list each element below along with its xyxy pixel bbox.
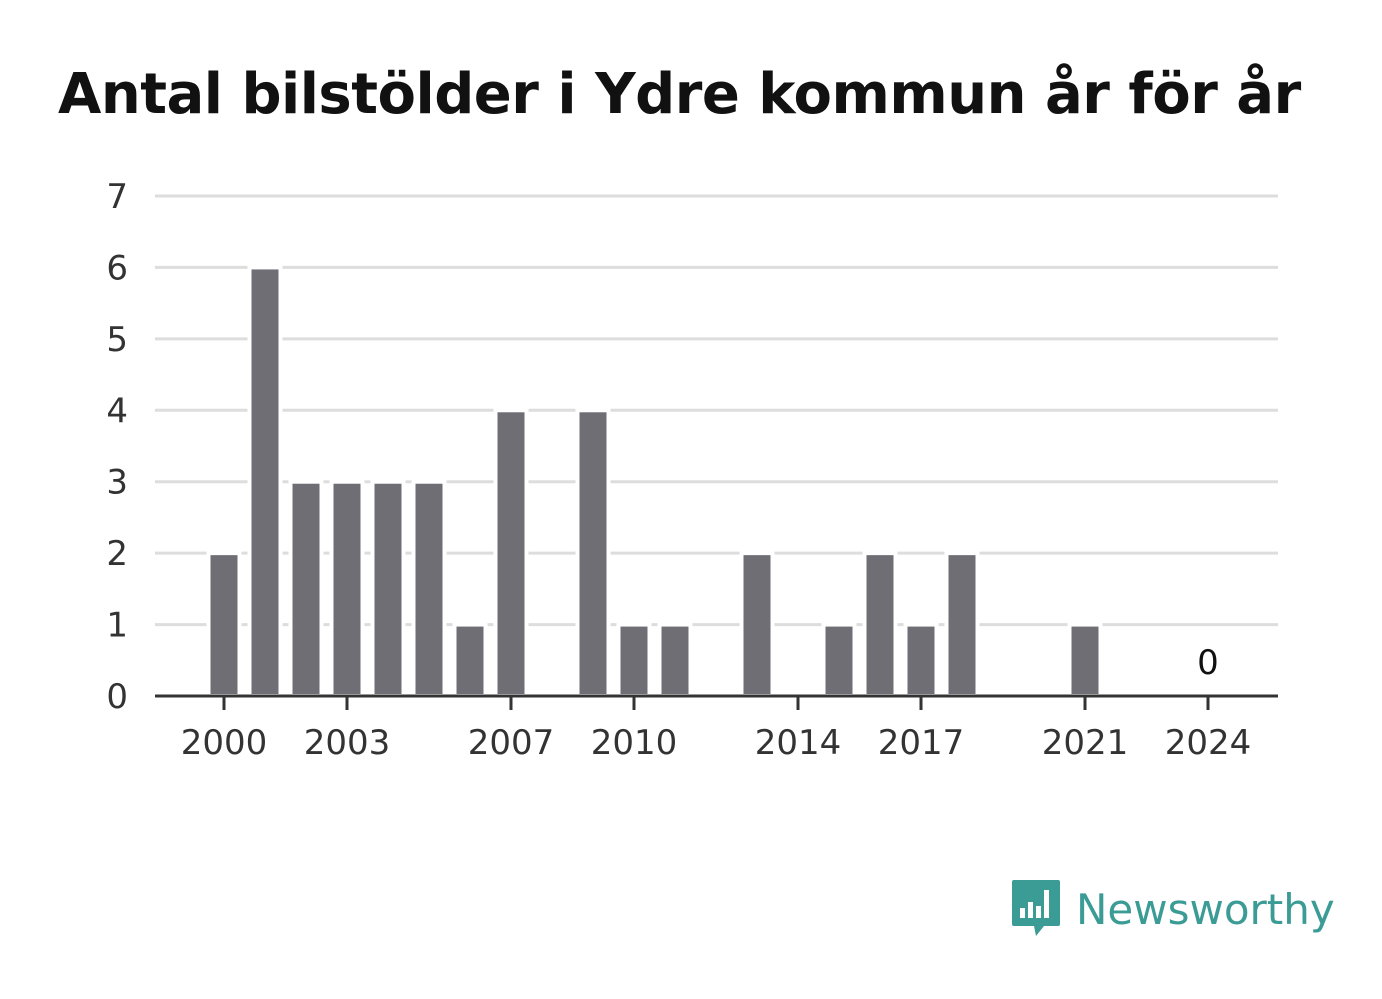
- bar-2004: [370, 479, 406, 699]
- x-ticks: 2000 2003 2007 2010 2014 2017 2021 2024: [181, 696, 1252, 763]
- y-tick-label-3: 3: [106, 463, 128, 503]
- y-tick-label-5: 5: [106, 320, 128, 360]
- y-tick-label-1: 1: [106, 606, 128, 646]
- newsworthy-brand: Newsworthy: [1010, 878, 1335, 940]
- y-tick-label-4: 4: [106, 391, 128, 431]
- x-tick-label-2007: 2007: [468, 723, 555, 763]
- y-tick-label-7: 7: [106, 177, 128, 217]
- x-tick-label-2017: 2017: [878, 723, 965, 763]
- x-tick-label-2000: 2000: [181, 723, 268, 763]
- x-tick-label-2014: 2014: [755, 723, 842, 763]
- bar-2005: [411, 479, 447, 699]
- data-labels: 0: [1197, 643, 1219, 683]
- bar-2001: [247, 265, 283, 698]
- bar-2010: [616, 622, 652, 698]
- x-tick-label-2003: 2003: [304, 723, 391, 763]
- bar-2013: [739, 551, 775, 699]
- chart-title: Antal bilstölder i Ydre kommun år för år: [58, 62, 1301, 127]
- bar-2015: [821, 622, 857, 698]
- bar-2021: [1067, 622, 1103, 698]
- x-tick-label-2024: 2024: [1165, 723, 1252, 763]
- bar-2000: [206, 551, 242, 699]
- bar-2002: [288, 479, 324, 699]
- data-label-2024: 0: [1197, 643, 1219, 683]
- bar-2011: [657, 622, 693, 698]
- brand-name: Newsworthy: [1076, 884, 1335, 934]
- x-tick-label-2021: 2021: [1042, 723, 1129, 763]
- bar-2018: [944, 551, 980, 699]
- bar-2016: [862, 551, 898, 699]
- y-tick-label-6: 6: [106, 248, 128, 288]
- x-tick-label-2010: 2010: [591, 723, 678, 763]
- bar-2003: [329, 479, 365, 699]
- bar-2006: [452, 622, 488, 698]
- y-tick-label-0: 0: [106, 677, 128, 717]
- bar-2007: [493, 408, 529, 698]
- bar-2017: [903, 622, 939, 698]
- y-tick-label-2: 2: [106, 534, 128, 574]
- newsworthy-logo-icon: [1012, 880, 1060, 936]
- bar-2009: [575, 408, 611, 698]
- y-ticks: 0 1 2 3 4 5 6 7: [106, 177, 128, 717]
